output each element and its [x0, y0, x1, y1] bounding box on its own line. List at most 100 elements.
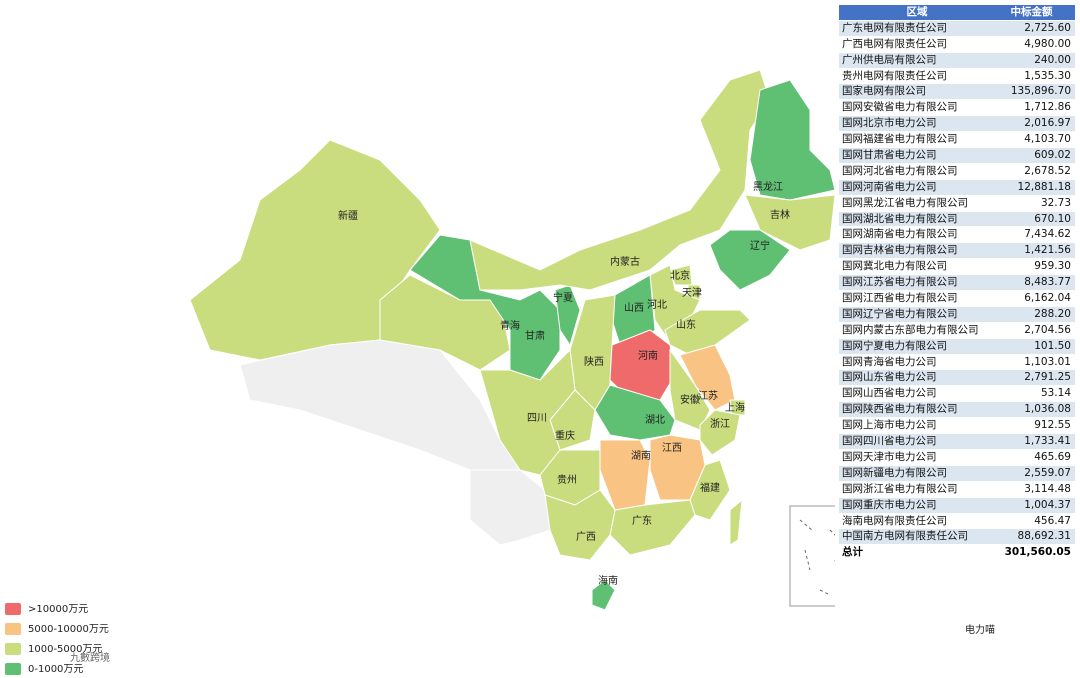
legend-label: 1000-5000万元 — [28, 644, 103, 655]
region-label: 江苏 — [698, 389, 718, 402]
region — [591, 579, 616, 611]
table-cell: 1,421.56 — [1024, 244, 1071, 257]
region — [594, 384, 676, 441]
table-cell: 国网甘肃省电力公司 — [842, 149, 937, 162]
table-cell: 区域 — [906, 6, 928, 18]
table-row: 国网湖南省电力有限公司 7,434.62 — [839, 227, 1075, 244]
table-cell: 4,103.70 — [1024, 133, 1071, 146]
table-cell: 2,725.60 — [1024, 21, 1071, 34]
region-label: 湖南 — [631, 449, 651, 462]
legend-swatch — [5, 643, 21, 655]
table-row: 国网山西省电力公司 53.14 — [839, 386, 1075, 403]
region — [609, 499, 696, 556]
table-cell: 国网黑龙江省电力有限公司 — [842, 196, 968, 209]
table-cell: 2,791.25 — [1024, 371, 1071, 384]
table-cell: 4,980.00 — [1024, 37, 1071, 50]
region-label: 青海 — [500, 319, 520, 332]
table-row: 国网湖北省电力有限公司 670.10 — [839, 211, 1075, 228]
table-cell: 国网重庆市电力公司 — [842, 498, 937, 511]
region-label: 广西 — [576, 531, 596, 543]
table-cell: 国网辽宁省电力有限公司 — [842, 307, 958, 320]
legend-label: 0-1000万元 — [28, 664, 83, 675]
table-cell: 609.02 — [1034, 149, 1071, 162]
table-row: 国网冀北电力有限公司 959.30 — [839, 259, 1075, 276]
table-row: 国网内蒙古东部电力有限公司 2,704.56 — [839, 322, 1075, 339]
legend-swatch — [5, 623, 21, 635]
region — [709, 229, 791, 291]
table-row: 国网青海省电力公司 1,103.01 — [839, 354, 1075, 371]
table-cell: 中国南方电网有限责任公司 — [842, 530, 968, 543]
table-row: 国网天津市电力公司 465.69 — [839, 449, 1075, 466]
table-cell: 国网浙江省电力有限公司 — [842, 482, 958, 495]
legend-label: >10000万元 — [28, 604, 88, 615]
table-cell: 国网青海省电力公司 — [842, 355, 937, 368]
region-label: 山东 — [676, 318, 696, 331]
region-label: 江西 — [662, 442, 682, 454]
region — [664, 309, 751, 356]
region-label: 四川 — [527, 413, 547, 424]
table-row: 国网河南省电力公司 12,881.18 — [839, 179, 1075, 196]
table-cell: 101.50 — [1034, 339, 1071, 352]
table-row: 国网上海市电力公司 912.55 — [839, 418, 1075, 435]
region-label: 河南 — [638, 349, 658, 362]
table-cell: 国网新疆电力有限公司 — [842, 466, 947, 479]
region-label: 天津 — [682, 287, 702, 299]
table-cell: 国网山东省电力公司 — [842, 371, 937, 384]
table-row: 区域 中标金额 — [839, 5, 1075, 21]
legend-label: 5000-10000万元 — [28, 624, 109, 635]
region-label: 贵州 — [557, 473, 577, 486]
table-cell: 国网湖北省电力有限公司 — [842, 212, 958, 225]
region-label: 内蒙古 — [610, 255, 640, 268]
taiwan — [729, 498, 743, 546]
region-label: 黑龙江 — [753, 180, 783, 193]
region-label: 辽宁 — [750, 239, 770, 252]
table-row: 国家电网有限公司 135,896.70 — [839, 84, 1075, 101]
region-label: 浙江 — [710, 418, 730, 430]
legend-swatch — [5, 603, 21, 615]
region-label: 福建 — [700, 481, 720, 494]
table-row: 广州供电局有限公司 240.00 — [839, 52, 1075, 69]
table-cell: 2,559.07 — [1024, 466, 1071, 479]
table-row: 国网安徽省电力有限公司 1,712.86 — [839, 100, 1075, 117]
table-row: 国网黑龙江省电力有限公司 32.73 — [839, 195, 1075, 212]
region — [469, 469, 551, 546]
table-cell: 国网吉林省电力有限公司 — [842, 244, 958, 257]
table-cell: 912.55 — [1034, 419, 1071, 432]
table-cell: 670.10 — [1034, 212, 1071, 225]
table-row: 国网甘肃省电力公司 609.02 — [839, 148, 1075, 164]
table-row: 广东电网有限责任公司 2,725.60 — [839, 20, 1075, 37]
amount-table: 区域 中标金额 广东电网有限责任公司 2,725.60 广西电网有限责任公司 4,980.… — [839, 5, 1075, 562]
table-cell: 1,004.37 — [1024, 498, 1071, 511]
table-cell: 国网内蒙古东部电力有限公司 — [842, 323, 979, 336]
table-row: 广西电网有限责任公司 4,980.00 — [839, 36, 1075, 53]
table-cell: 1,103.01 — [1024, 355, 1071, 368]
table-cell: 135,896.70 — [1010, 85, 1071, 98]
table-cell: 1,535.30 — [1024, 69, 1071, 82]
table-row: 国网新疆电力有限公司 2,559.07 — [839, 465, 1075, 482]
region-label: 广东 — [632, 514, 652, 527]
table-cell: 88,692.31 — [1017, 530, 1071, 543]
region-label: 陕西 — [584, 355, 604, 368]
table-row: 国网宁夏电力有限公司 101.50 — [839, 338, 1075, 355]
region — [479, 348, 576, 476]
table-cell: 456.47 — [1034, 514, 1071, 527]
table-cell: 1,036.08 — [1024, 403, 1071, 416]
region — [749, 79, 835, 201]
table-cell: 国网上海市电力公司 — [842, 419, 937, 432]
region — [544, 489, 616, 561]
table-cell: 贵州电网有限责任公司 — [842, 69, 947, 82]
table-cell: 国网宁夏电力有限公司 — [842, 339, 947, 352]
table-row: 国网江苏省电力有限公司 8,483.77 — [839, 275, 1075, 292]
table-cell: 国网天津市电力公司 — [842, 450, 937, 463]
table-cell: 3,114.48 — [1024, 482, 1071, 495]
region-label: 河北 — [647, 299, 667, 311]
legend-swatch — [5, 663, 21, 675]
table-row: 国网福建省电力有限公司 4,103.70 — [839, 132, 1075, 149]
table-cell: 国网江苏省电力有限公司 — [842, 276, 958, 289]
table-cell: 2,678.52 — [1024, 164, 1071, 177]
table-row: 国网重庆市电力公司 1,004.37 — [839, 497, 1075, 514]
region-label: 湖北 — [645, 414, 665, 426]
region-label: 海南 — [598, 574, 618, 587]
